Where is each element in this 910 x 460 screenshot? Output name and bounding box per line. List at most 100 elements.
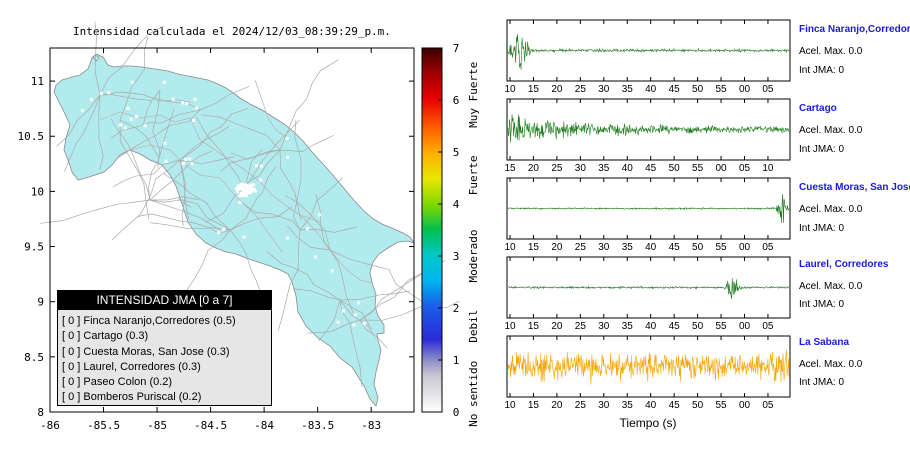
time-tick-label: 20 [551,321,563,332]
station-dot [99,92,103,96]
time-tick-label: 05 [739,163,751,174]
colorbar-tick-label: 1 [453,354,460,367]
road [179,159,190,220]
station-dot [126,106,130,110]
colorbar-tick-label: 5 [453,146,460,159]
station-dot [362,322,366,326]
y-tick-label: 10 [31,185,44,198]
y-tick-label: 8.5 [24,351,44,364]
station-dot [181,101,185,105]
station-dot [357,301,360,305]
station-dot [107,91,111,95]
time-tick-label: 30 [598,84,610,95]
time-tick-label: 00 [739,84,751,95]
road [329,249,422,302]
time-tick-label: 05 [762,242,774,253]
station-accel: Acel. Max. 0.0 [799,281,863,292]
station-dot [129,117,133,121]
road [179,108,249,161]
station-dot [259,178,263,182]
station-dots [81,80,366,327]
time-tick-label: 15 [504,163,516,174]
time-tick-label: 40 [645,84,657,95]
station-dot [238,201,242,205]
road [149,199,220,231]
station-dot [239,185,243,188]
time-tick-label: 00 [739,321,751,332]
time-tick-label: 00 [739,400,751,411]
time-tick-label: 40 [645,321,657,332]
station-jma: Int JMA: 0 [799,377,845,388]
station-dot [306,227,309,231]
station-dot [239,182,243,186]
station-dot [234,187,238,190]
legend-rows: [ 0 ] Finca Naranjo,Corredores (0.5) [ 0… [58,310,271,406]
road [299,177,343,231]
road [118,109,201,158]
time-tick-label: 20 [551,242,563,253]
station-dot [341,309,345,313]
province-border [99,111,191,123]
road [99,25,165,96]
time-tick-label: 40 [622,163,634,174]
road [229,206,292,231]
station-dot [286,155,289,159]
station-dot [336,320,340,324]
road [307,319,361,334]
road [179,125,230,161]
station-dot [124,126,127,130]
time-tick-label: 10 [504,321,516,332]
colorbar-category: Muy Fuerte [467,62,480,128]
station-name: Cartago [799,103,837,114]
time-axis-title: Tiempo (s) [620,416,677,430]
station-dot [318,213,322,217]
colorbar-category: Debil [467,310,480,343]
time-tick-label: 55 [692,163,704,174]
time-tick-label: 30 [598,400,610,411]
station-dot [286,236,289,240]
province-border [254,79,291,141]
road [329,249,355,316]
road [339,290,411,301]
seismogram-trace [507,278,790,299]
station-dot [119,123,123,127]
road [279,149,302,221]
road [243,203,301,231]
time-tick-label: 55 [715,242,727,253]
time-tick-label: 10 [762,163,774,174]
road [220,149,281,172]
station-accel: Acel. Max. 0.0 [799,125,863,136]
station-dot [130,80,134,84]
seismogram-trace [507,349,790,385]
station-dot [252,188,256,191]
time-tick-label: 05 [762,84,774,95]
x-tick-label: -85 [147,419,167,432]
road [149,199,192,208]
time-tick-label: 05 [762,321,774,332]
time-tick-label: 40 [645,242,657,253]
station-jma: Int JMA: 0 [799,223,845,234]
road [230,149,281,160]
province-border [219,177,283,253]
road-network [40,21,460,388]
time-tick-label: 10 [504,84,516,95]
station-dot [81,109,84,113]
station-dot [247,191,251,195]
intensity-legend: INTENSIDAD JMA [0 a 7] [ 0 ] Finca Naran… [57,290,272,406]
station-name: Finca Naranjo,Corredores [799,24,910,35]
colorbar-tick-label: 0 [453,406,460,419]
time-tick-label: 55 [715,400,727,411]
road [99,91,192,103]
station-dot [249,184,252,188]
road [137,213,231,231]
station-dot [195,106,199,110]
time-tick-label: 50 [692,321,704,332]
road [339,299,372,330]
road [149,150,213,201]
x-tick-label: -86 [40,419,60,432]
x-tick-label: -84.5 [194,419,227,432]
station-dot [237,187,241,191]
time-tick-label: 25 [575,400,587,411]
time-tick-label: 30 [575,163,587,174]
